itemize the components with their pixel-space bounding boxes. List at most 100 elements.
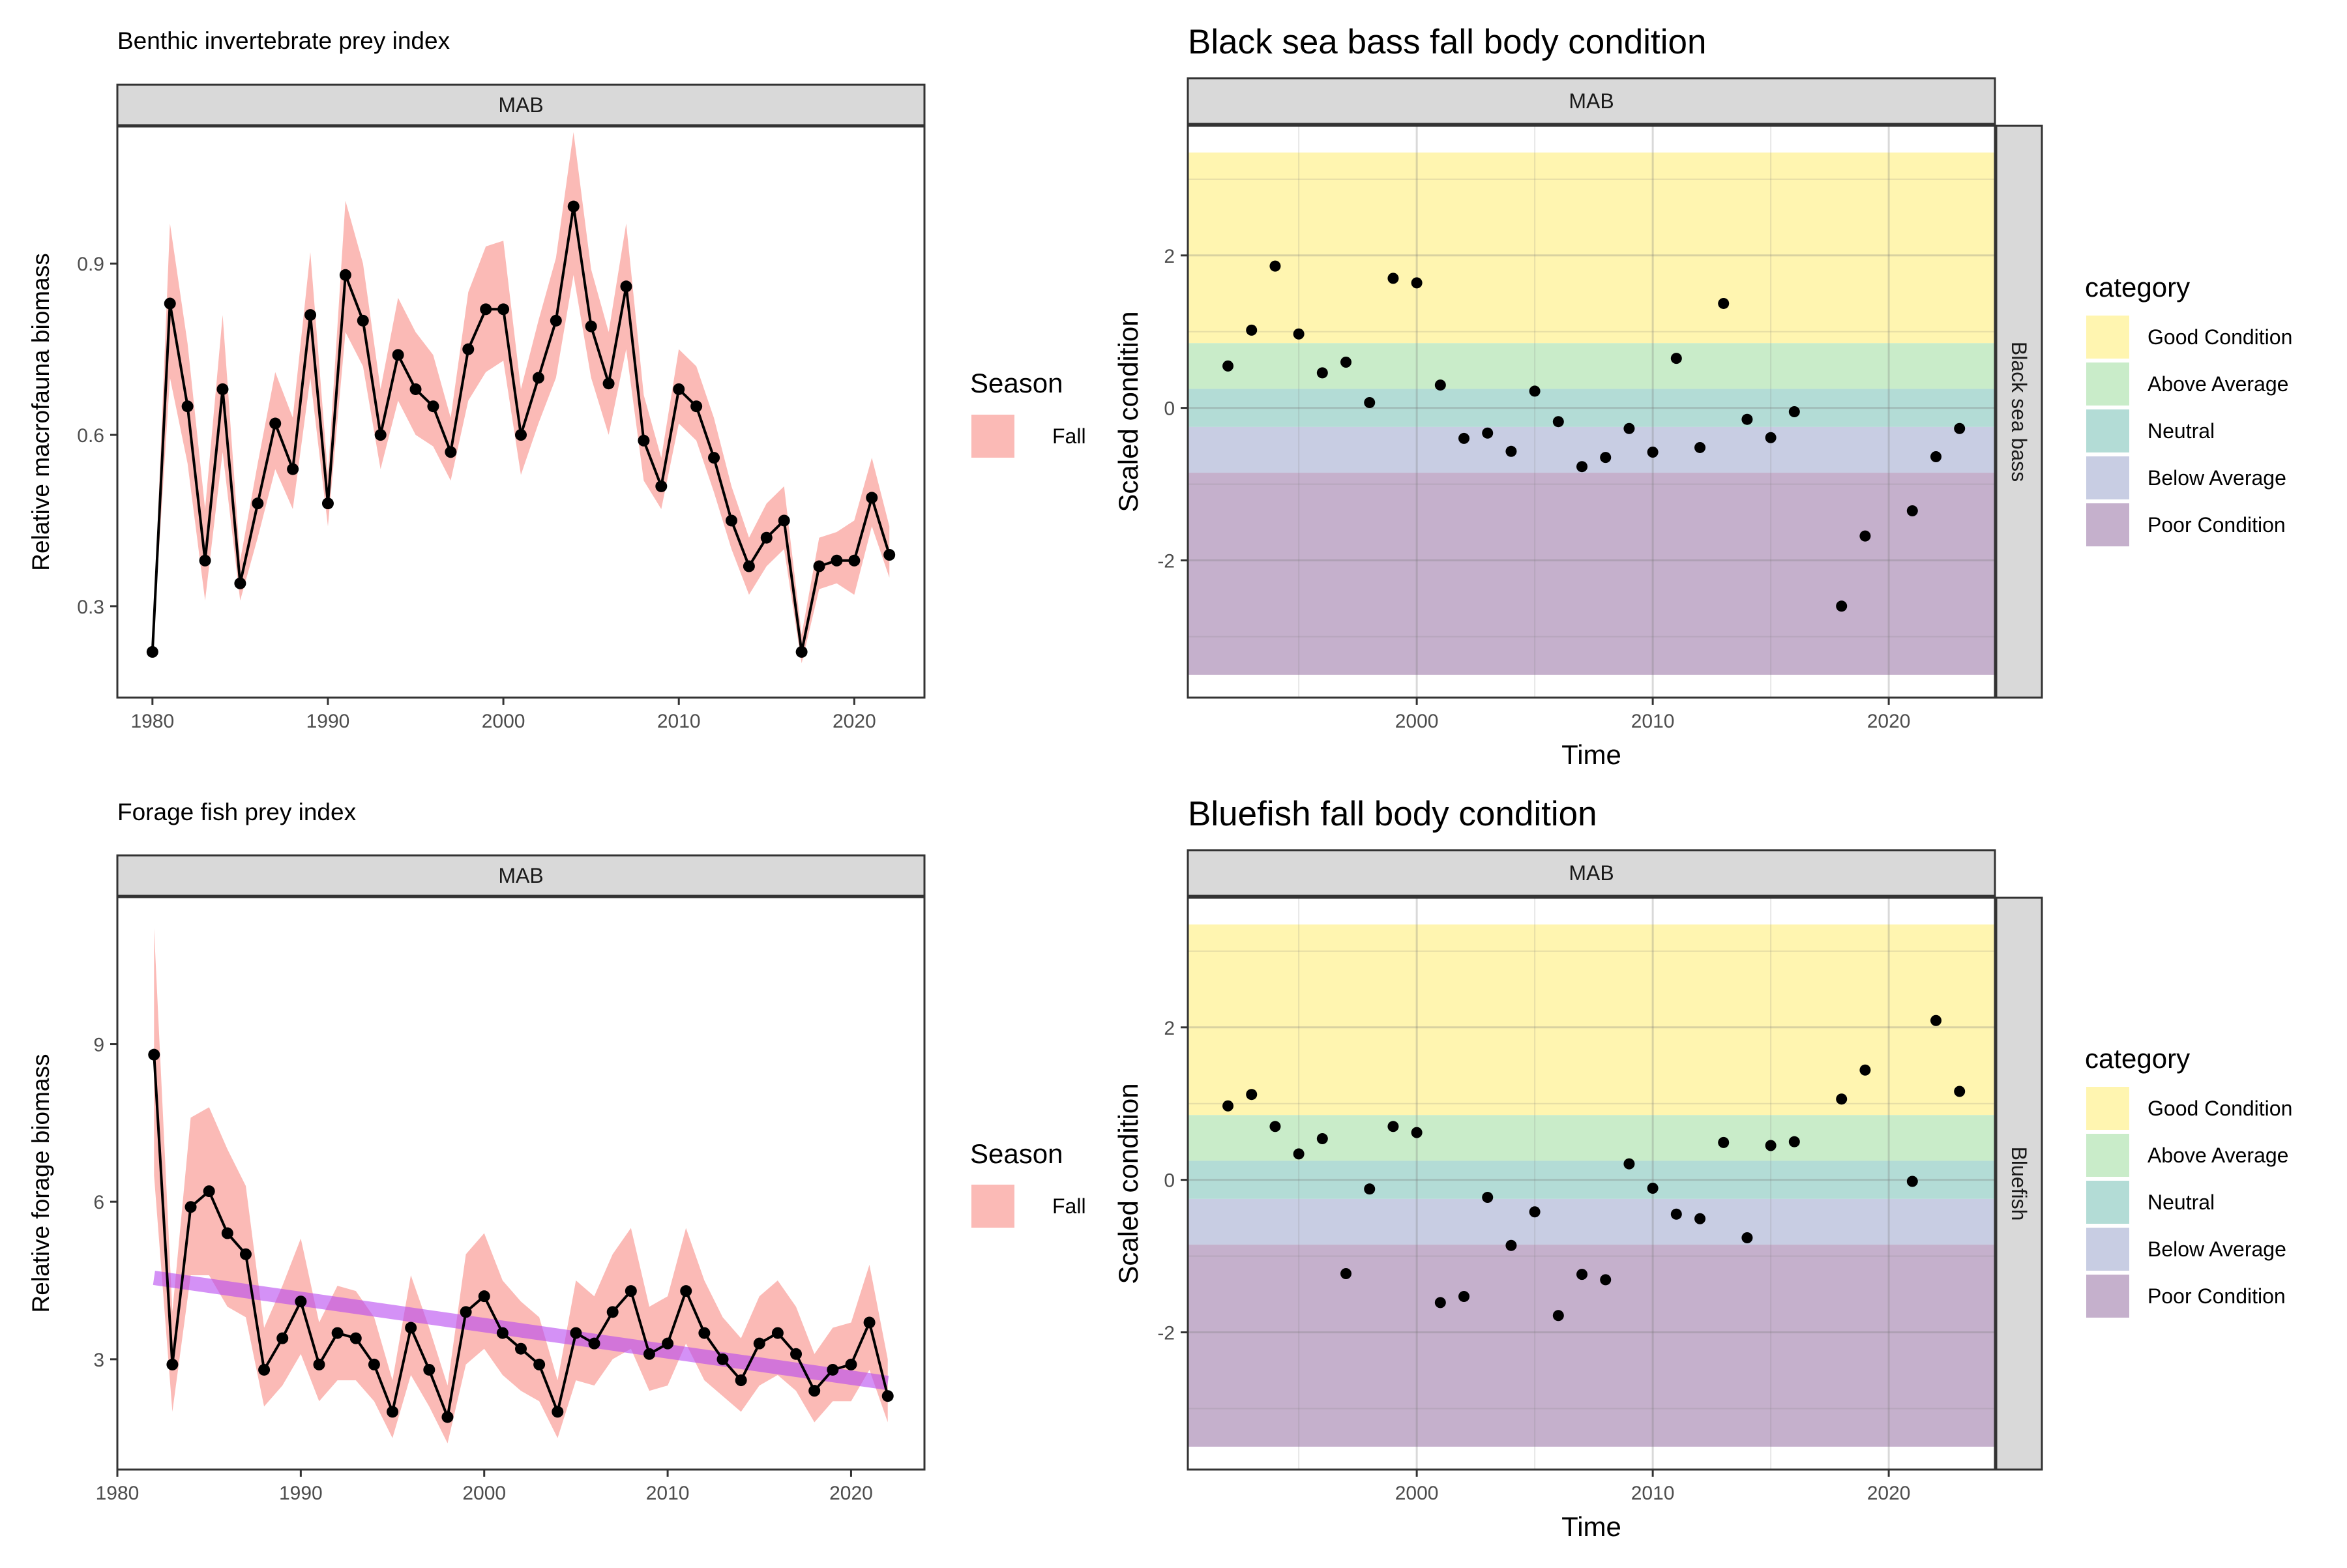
- plot-border: [1187, 896, 1996, 1471]
- data-point: [1340, 1267, 1352, 1279]
- data-point: [203, 1185, 215, 1198]
- x-tick-label: 2020: [829, 1483, 873, 1504]
- data-point: [863, 1316, 876, 1329]
- data-point: [1930, 451, 1942, 462]
- data-point: [1600, 452, 1612, 464]
- x-tick-label: 2010: [1631, 1483, 1675, 1504]
- data-point: [313, 1358, 325, 1370]
- y-tick-label: 0: [1164, 398, 1175, 420]
- panel-title: Bluefish fall body condition: [1188, 795, 1597, 833]
- legend-label: Above Average: [2148, 1144, 2288, 1167]
- x-tick-label: 2010: [657, 711, 701, 732]
- data-point: [1222, 1100, 1234, 1112]
- legend-key: [971, 415, 1014, 458]
- panel-title: Black sea bass fall body condition: [1188, 23, 1706, 61]
- data-point: [497, 303, 510, 316]
- data-point: [1765, 1140, 1777, 1151]
- data-point: [625, 1285, 637, 1297]
- data-point: [1859, 530, 1871, 542]
- legend-label: Below Average: [2148, 1237, 2286, 1261]
- data-point: [239, 1248, 252, 1260]
- legend-key: [2086, 316, 2129, 359]
- data-point: [620, 280, 632, 293]
- panel-forage-fish-prey-index: Forage fish prey index MAB 1980 1990 2000 201…: [27, 799, 1086, 1504]
- data-point: [602, 377, 615, 390]
- data-point: [1647, 446, 1659, 458]
- data-point: [374, 429, 387, 441]
- data-point: [1293, 328, 1305, 340]
- y-axis-title: Scaled condition: [1113, 1083, 1144, 1284]
- data-point: [387, 1406, 399, 1418]
- data-point: [760, 531, 773, 544]
- legend-key: [2086, 1228, 2129, 1271]
- facet-strip-label: MAB: [1569, 861, 1614, 885]
- data-point: [716, 1353, 729, 1365]
- panel-title: Benthic invertebrate prey index: [117, 27, 450, 54]
- data-point: [1552, 416, 1564, 428]
- data-point: [146, 645, 158, 658]
- data-point: [662, 1337, 674, 1350]
- data-point: [1293, 1148, 1305, 1160]
- data-point: [813, 560, 825, 572]
- data-point: [1954, 422, 1966, 434]
- data-point: [1316, 1133, 1328, 1145]
- y-axis-title: Relative macrofauna biomass: [27, 253, 54, 570]
- data-point: [166, 1358, 179, 1370]
- data-point: [550, 314, 562, 327]
- plot-border: [1187, 125, 1996, 699]
- y-tick-label: 0.9: [77, 254, 104, 275]
- y-tick-label: 0.6: [77, 425, 104, 447]
- y-tick-label: 3: [93, 1350, 104, 1371]
- x-axis-title: Time: [1561, 1511, 1621, 1542]
- legend-key: [2086, 362, 2129, 406]
- data-point: [423, 1363, 435, 1376]
- data-point: [567, 200, 580, 213]
- data-point: [585, 320, 597, 333]
- category-band: [1188, 473, 1995, 675]
- facet-strip-right: [1995, 125, 2043, 699]
- data-point: [1576, 1269, 1588, 1280]
- data-point: [181, 400, 194, 413]
- data-point: [1906, 1176, 1918, 1187]
- data-point: [405, 1322, 417, 1334]
- facet-strip: [1187, 849, 1996, 897]
- data-point: [276, 1332, 289, 1344]
- data-point: [655, 480, 668, 492]
- legend-title: category: [2085, 1043, 2190, 1074]
- x-tick-label: 2000: [1395, 711, 1439, 732]
- data-point: [881, 1390, 894, 1402]
- data-point: [164, 297, 176, 310]
- data-point: [1340, 356, 1352, 368]
- data-point: [1836, 600, 1848, 612]
- legend-key: [2086, 503, 2129, 546]
- category-band: [1188, 152, 1995, 344]
- facet-strip: [1187, 77, 1996, 125]
- data-point: [735, 1374, 747, 1387]
- data-point: [409, 383, 422, 395]
- category-band: [1188, 924, 1995, 1116]
- data-point: [1387, 273, 1399, 284]
- plot-border: [116, 125, 926, 699]
- y-tick-label: 9: [93, 1035, 104, 1056]
- legend-label: Poor Condition: [2148, 1284, 2286, 1308]
- data-point: [1505, 445, 1517, 457]
- data-point: [690, 400, 703, 413]
- legend-key: [2086, 409, 2129, 452]
- data-point: [831, 554, 843, 567]
- y-tick-label: 2: [1164, 246, 1175, 267]
- data-point: [1576, 461, 1588, 473]
- x-tick-label: 2010: [1631, 711, 1675, 732]
- y-tick-label: 0.3: [77, 597, 104, 618]
- y-tick-label: -2: [1157, 1323, 1175, 1344]
- data-point: [827, 1363, 839, 1376]
- data-point: [427, 400, 439, 413]
- data-point: [1505, 1239, 1517, 1251]
- data-point: [1694, 1213, 1706, 1224]
- legend-title: category: [2085, 272, 2190, 303]
- legend-key: [2086, 1181, 2129, 1224]
- data-point: [533, 1358, 546, 1370]
- facet-strip-label: MAB: [498, 864, 543, 887]
- data-point: [199, 554, 211, 567]
- data-point: [287, 463, 299, 475]
- data-point: [1765, 432, 1777, 443]
